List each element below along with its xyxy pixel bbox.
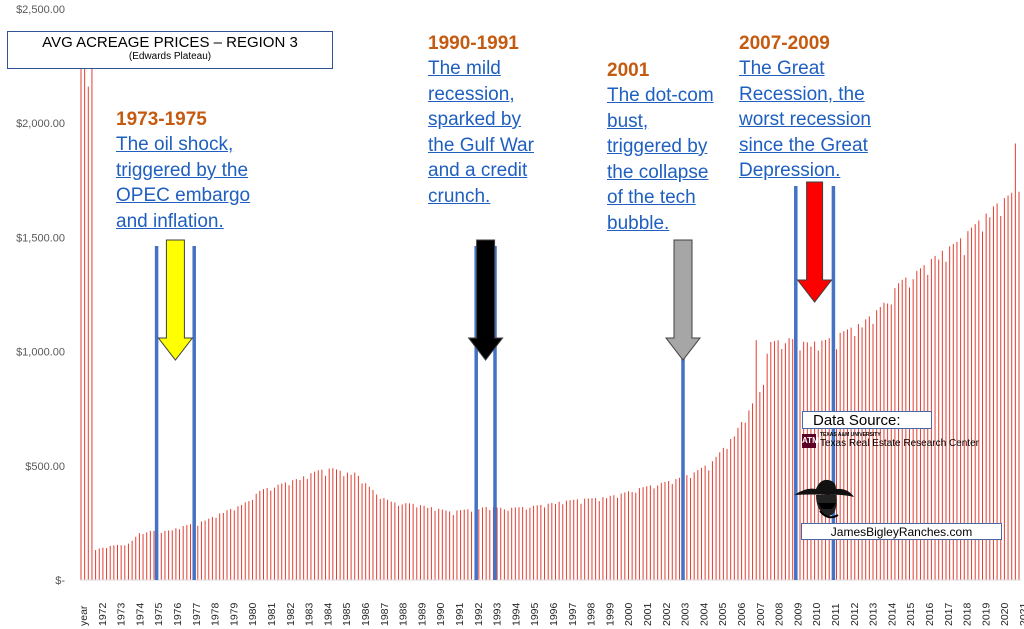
- x-tick-label: 1986: [360, 602, 372, 626]
- org-name: Texas Real Estate Research Center: [820, 438, 979, 449]
- annotation-text[interactable]: The mild recession, sparked by the Gulf …: [428, 58, 534, 207]
- recession-arrow-icon: [467, 239, 504, 361]
- x-tick-label: 1983: [304, 602, 316, 626]
- x-tick-label: 2000: [623, 602, 635, 626]
- x-tick-label: 2005: [717, 602, 729, 626]
- website-label[interactable]: JamesBigleyRanches.com: [801, 523, 1002, 540]
- x-tick-label: 2019: [980, 602, 992, 626]
- x-tick-label: 2009: [792, 602, 804, 626]
- y-tick-label: $2,000.00: [16, 118, 65, 130]
- x-tick-label: 1999: [604, 602, 616, 626]
- x-tick-label: 1985: [341, 602, 353, 626]
- y-axis: $- $500.00 $1,000.00 $1,500.00 $2,000.00 $2,5…: [16, 4, 65, 587]
- x-tick-label: 2020: [999, 602, 1011, 626]
- x-tick-label: 2018: [962, 602, 974, 626]
- chart-title: AVG ACREAGE PRICES – REGION 3: [42, 34, 298, 51]
- data-source-heading: Data Source:: [802, 411, 932, 429]
- x-tick-label: 1981: [266, 602, 278, 626]
- y-tick-label: $500.00: [25, 461, 65, 473]
- x-tick-label: 1998: [586, 602, 598, 626]
- annotation-text[interactable]: The dot-com bust, triggered by the colla…: [607, 85, 714, 234]
- annotation-text[interactable]: The Great Recession, the worst recession…: [739, 58, 871, 181]
- x-tick-label: 1993: [492, 602, 504, 626]
- y-tick-label: $1,500.00: [16, 232, 65, 244]
- x-tick-label: 1980: [247, 602, 259, 626]
- x-tick-label: 1991: [454, 602, 466, 626]
- x-tick-label: year: [78, 605, 90, 626]
- university-name: TEXAS A&M UNIVERSITY: [820, 432, 881, 438]
- x-tick-label: 1988: [398, 602, 410, 626]
- x-tick-label: 1978: [210, 602, 222, 626]
- annotation-text[interactable]: The oil shock, triggered by the OPEC emb…: [116, 134, 251, 232]
- x-tick-label: 1975: [153, 602, 165, 626]
- y-tick-label: $-: [55, 575, 65, 587]
- chart-title-box: AVG ACREAGE PRICES – REGION 3 (Edwards P…: [7, 31, 333, 69]
- x-tick-label: 1974: [134, 602, 146, 626]
- x-tick-label: 2007: [755, 602, 767, 626]
- x-tick-label: 1994: [510, 602, 522, 626]
- x-tick-label: 1992: [473, 602, 485, 626]
- x-tick-label: 2004: [698, 602, 710, 626]
- x-tick-label: 2010: [811, 602, 823, 626]
- x-tick-label: 1995: [529, 602, 541, 626]
- x-tick-label: 1996: [548, 602, 560, 626]
- annotation-1973: 1973-1975 The oil shock, triggered by th…: [116, 108, 281, 234]
- chart-subtitle: (Edwards Plateau): [128, 51, 212, 62]
- x-tick-label: 1979: [228, 602, 240, 626]
- x-tick-label: 2013: [868, 602, 880, 626]
- bars-group: [80, 66, 1021, 581]
- tamu-logo: ATM: [802, 433, 819, 448]
- x-tick-label: 2008: [774, 602, 786, 626]
- cowboy-logo-icon: [794, 479, 854, 519]
- x-tick-label: 2017: [943, 602, 955, 626]
- x-tick-label: 1982: [285, 602, 297, 626]
- x-tick-label: 2002: [661, 602, 673, 626]
- x-tick-label: 2011: [830, 603, 842, 626]
- x-axis: year 1972 1973 1974 1975 1976 1977 1978 1979 1980…: [78, 602, 1024, 626]
- x-tick-label: 1984: [322, 602, 334, 626]
- x-tick-label: 1973: [116, 602, 128, 626]
- recession-arrow-icon: [796, 181, 833, 303]
- x-tick-label: 2012: [849, 602, 861, 626]
- annotation-2007: 2007-2009 The Great Recession, the worst…: [739, 32, 899, 184]
- x-tick-label: 2006: [736, 602, 748, 626]
- annotation-year: 2001: [607, 60, 650, 81]
- x-tick-label: 1989: [416, 602, 428, 626]
- x-tick-label: 2001: [642, 602, 654, 626]
- x-tick-label: 1990: [435, 602, 447, 626]
- annotation-1990: 1990-1991 The mild recession, sparked by…: [428, 32, 538, 209]
- annotation-year: 1990-1991: [428, 33, 519, 54]
- y-tick-label: $2,500.00: [16, 4, 65, 16]
- y-tick-label: $1,000.00: [16, 347, 65, 359]
- recession-arrow-icon: [157, 239, 194, 361]
- x-tick-label: 1987: [379, 602, 391, 626]
- x-tick-label: 2015: [905, 602, 917, 626]
- x-tick-label: 1972: [97, 602, 109, 626]
- x-tick-label: 2014: [886, 602, 898, 626]
- recession-arrow-icon: [664, 239, 702, 361]
- x-tick-label: 2003: [680, 602, 692, 626]
- recession-markers: [154, 181, 836, 580]
- data-source-org: ATM TEXAS A&M UNIVERSITY Texas Real Esta…: [802, 432, 979, 449]
- annotation-year: 2007-2009: [739, 33, 830, 54]
- x-tick-label: 1977: [191, 602, 203, 626]
- annotation-year: 1973-1975: [116, 109, 207, 130]
- x-tick-label: 2016: [924, 602, 936, 626]
- x-tick-label: 2021: [1018, 602, 1024, 626]
- x-tick-label: 1976: [172, 602, 184, 626]
- x-tick-label: 1997: [567, 602, 579, 626]
- annotation-2001: 2001 The dot-com bust, triggered by the …: [607, 59, 725, 236]
